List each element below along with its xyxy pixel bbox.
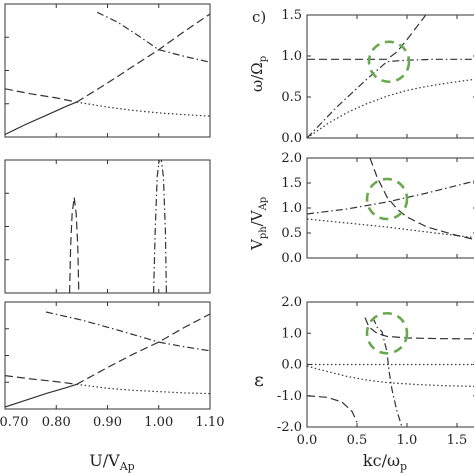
y-tick-label: 1.5 bbox=[281, 176, 302, 191]
highlight-circle bbox=[365, 311, 409, 355]
series-dashed-line bbox=[307, 15, 427, 60]
series-dotted-line bbox=[76, 101, 210, 117]
series-dotted-line bbox=[307, 365, 474, 387]
y-tick-label: -2.0 bbox=[277, 420, 302, 435]
right-top-panel: 0.0 0.5 1.0 1.5 bbox=[281, 8, 474, 146]
y-tick-label: 1.0 bbox=[281, 201, 302, 216]
x-tick-label: 1.0 bbox=[397, 433, 418, 448]
x-tick-label: 0.90 bbox=[93, 415, 122, 430]
panel-letter: c) bbox=[252, 8, 266, 26]
series-dashed-line bbox=[69, 197, 80, 293]
series-dashdot-line bbox=[45, 311, 159, 343]
series-dashdot-line bbox=[96, 11, 160, 51]
series-dashed-line bbox=[364, 317, 474, 340]
series-dashed-line bbox=[76, 313, 210, 385]
right-middle-y-label: Vph/VAp bbox=[248, 197, 269, 251]
series-dashed-line bbox=[307, 395, 358, 423]
series-dashed-line bbox=[5, 88, 77, 103]
y-tick-label: 0.5 bbox=[281, 90, 302, 105]
series-dotted-line bbox=[307, 218, 474, 239]
y-tick-label: 1.0 bbox=[281, 326, 302, 341]
highlight-circle bbox=[365, 177, 409, 221]
right-top-y-label: ω/Ωp bbox=[248, 56, 269, 92]
series-dashdot-line bbox=[158, 49, 210, 63]
left-top-panel bbox=[4, 3, 211, 138]
series-dashdot-line bbox=[307, 58, 474, 138]
series-dashed-line bbox=[76, 13, 210, 103]
right-middle-panel: 0.0 0.5 1.0 1.5 2.0 bbox=[281, 151, 474, 266]
x-tick-label: 0.5 bbox=[347, 433, 368, 448]
x-tick-label: 1.00 bbox=[144, 415, 173, 430]
y-tick-label: -1.0 bbox=[277, 389, 302, 404]
y-tick-label: 0.0 bbox=[281, 358, 302, 373]
right-x-axis-label: kc/ωp bbox=[363, 451, 407, 473]
series-dashdot-line bbox=[153, 160, 167, 293]
right-bottom-panel: -2.0 -1.0 0.0 1.0 2.0 0.0 0.5 1.0 1.5 bbox=[277, 295, 474, 448]
highlight-circle bbox=[367, 40, 411, 84]
series-solid-line bbox=[5, 101, 77, 136]
y-tick-label: 2.0 bbox=[281, 151, 302, 166]
y-tick-label: 1.0 bbox=[281, 49, 302, 64]
x-tick-label: 0.70 bbox=[0, 415, 28, 430]
series-dashdot-line bbox=[307, 180, 474, 215]
y-tick-label: 1.5 bbox=[281, 8, 302, 23]
y-tick-label: 0.5 bbox=[281, 226, 302, 241]
y-tick-label: 0.0 bbox=[281, 131, 302, 146]
left-middle-panel bbox=[4, 159, 211, 294]
x-tick-label: 1.10 bbox=[196, 415, 225, 430]
series-solid-line bbox=[5, 383, 77, 408]
y-tick-label: 2.0 bbox=[281, 295, 302, 310]
series-dashed-line bbox=[369, 158, 474, 240]
x-tick-label: 1.5 bbox=[447, 433, 468, 448]
series-dashdot-line bbox=[372, 317, 403, 427]
series-dashdot-line bbox=[158, 341, 210, 352]
left-x-tick-labels: 0.70 0.80 0.90 1.00 1.10 bbox=[0, 415, 224, 430]
left-x-axis-label: U/VAp bbox=[89, 451, 134, 473]
right-bottom-y-label: ε bbox=[254, 369, 264, 391]
series-dotted-line bbox=[307, 78, 474, 138]
series-dotted-line bbox=[76, 383, 210, 395]
x-tick-label: 0.0 bbox=[297, 433, 318, 448]
x-tick-label: 0.80 bbox=[42, 415, 71, 430]
left-bottom-panel bbox=[4, 301, 211, 410]
y-tick-label: 0.0 bbox=[281, 251, 302, 266]
series-dashed-line bbox=[5, 375, 77, 385]
